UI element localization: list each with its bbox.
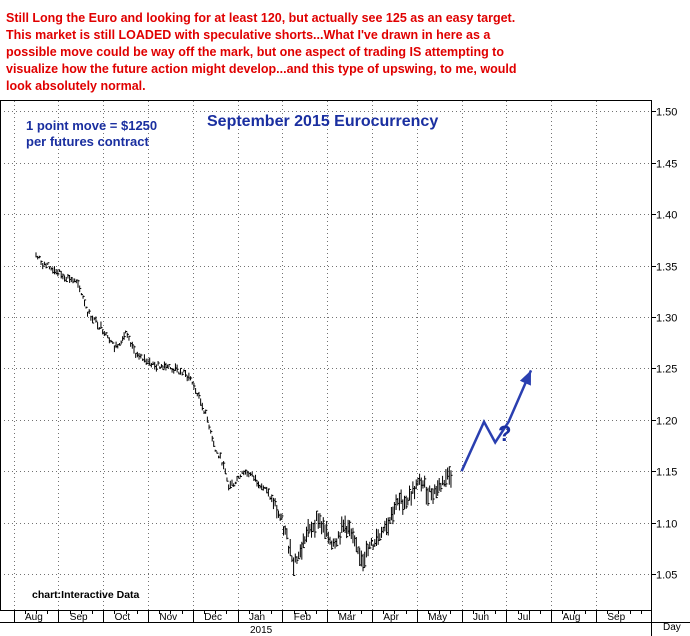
y-tick-label: 1.20	[656, 416, 677, 428]
question-mark: ?	[498, 421, 511, 446]
y-tick-label: 1.35	[656, 262, 677, 274]
price-bars	[35, 252, 453, 576]
y-tick-label: 1.05	[656, 570, 677, 582]
x-tick-label: Apr	[383, 612, 399, 623]
grid	[0, 101, 651, 610]
day-label: Day	[663, 622, 681, 633]
commentary-line: look absolutely normal.	[6, 79, 146, 93]
commentary-line: This market is still LOADED with specula…	[6, 28, 491, 42]
y-tick-label: 1.50	[656, 107, 677, 119]
y-tick-label: 1.25	[656, 364, 677, 376]
y-tick-label: 1.40	[656, 210, 677, 222]
y-tick-label: 1.30	[656, 313, 677, 325]
commentary-line: Still Long the Euro and looking for at l…	[6, 11, 515, 25]
x-axis: Aug Sep Oct Nov Dec Jan Feb Mar Apr May Jun Jul Aug S…	[14, 610, 642, 623]
y-tick-label: 1.10	[656, 519, 677, 531]
x-tick-label: Mar	[339, 612, 357, 623]
x-tick-label: Aug	[563, 612, 581, 623]
y-axis: 1.05 1.10 1.15 1.20 1.25 1.30 1.35 1.40 1.45 1.50	[651, 107, 677, 582]
x-tick-label: Sep	[70, 612, 88, 623]
commentary-line: possible move could be way off the mark,…	[6, 45, 504, 59]
source-credit: chart:Interactive Data	[32, 589, 140, 601]
projection-line	[460, 369, 533, 472]
chart-title: September 2015 Eurocurrency	[207, 113, 438, 130]
x-tick-label: Jan	[249, 612, 265, 623]
point-note-line: per futures contract	[26, 134, 149, 149]
x-tick-label: Jun	[473, 612, 489, 623]
x-tick-label: Aug	[25, 612, 43, 623]
x-tick-label: Dec	[204, 612, 222, 623]
point-note-line: 1 point move = $1250	[26, 118, 157, 133]
x-tick-label: Sep	[607, 612, 625, 623]
projection-arrowhead	[519, 370, 531, 386]
commentary-text: Still Long the Euro and looking for at l…	[6, 11, 516, 93]
x-tick-label: Jul	[518, 612, 531, 623]
x-tick-label: May	[428, 612, 447, 623]
y-tick-label: 1.45	[656, 159, 677, 171]
year-label: 2015	[250, 625, 273, 636]
y-tick-label: 1.15	[656, 467, 677, 479]
commentary-line: visualize how the future action might de…	[6, 62, 516, 76]
x-tick-label: Nov	[159, 612, 177, 623]
projection-arrow	[460, 369, 533, 472]
x-tick-label: Feb	[294, 612, 312, 623]
x-tick-label: Oct	[115, 612, 131, 623]
